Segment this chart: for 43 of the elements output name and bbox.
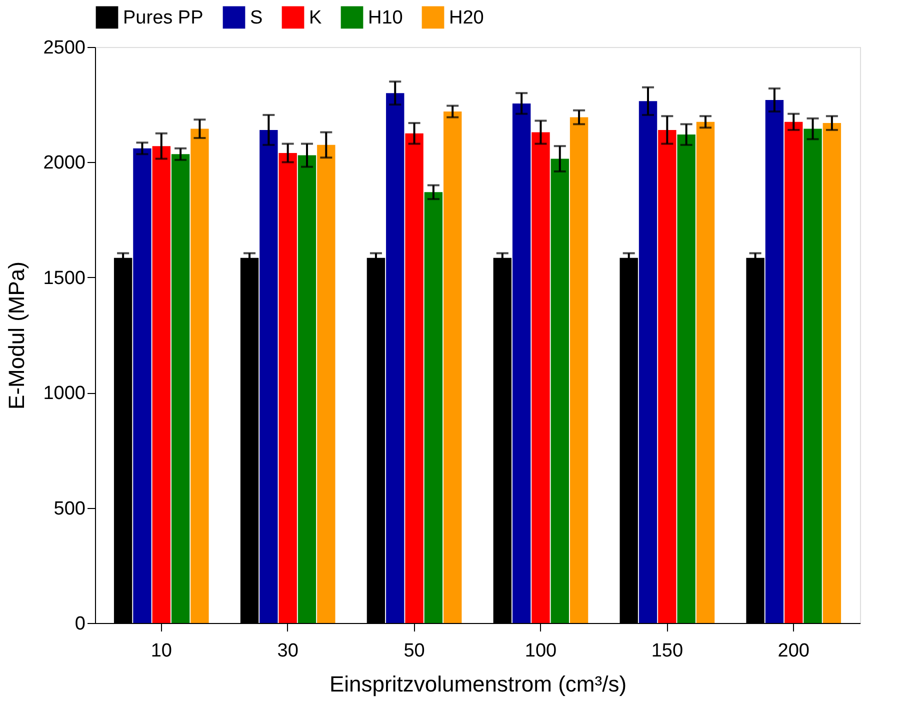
x-tick-label: 30 xyxy=(277,640,298,662)
x-tick-label: 200 xyxy=(778,640,810,662)
bar xyxy=(386,93,404,623)
bar xyxy=(677,134,696,623)
bar xyxy=(171,154,190,623)
bar xyxy=(532,132,550,623)
legend-label: H20 xyxy=(449,7,484,28)
bar xyxy=(260,130,278,623)
bar xyxy=(152,146,170,623)
bar xyxy=(804,128,822,623)
bar xyxy=(405,133,424,623)
y-axis-title: E-Modul (MPa) xyxy=(4,262,30,410)
bar xyxy=(765,100,784,623)
bar xyxy=(133,148,152,623)
x-tick-label: 100 xyxy=(524,640,557,662)
bar xyxy=(512,103,531,623)
bar xyxy=(443,112,462,623)
x-tick-label: 10 xyxy=(150,640,172,662)
bar xyxy=(317,144,336,623)
bar xyxy=(696,122,715,623)
bar xyxy=(550,158,569,623)
bar xyxy=(424,192,443,623)
y-tick-label: 1000 xyxy=(43,383,86,404)
legend-label: H10 xyxy=(368,7,403,28)
y-tick-label: 1500 xyxy=(43,268,86,289)
legend-label: S xyxy=(250,7,263,28)
bar xyxy=(822,123,842,623)
y-tick-label: 2500 xyxy=(43,38,86,58)
bar xyxy=(298,155,316,623)
x-tick-label: 150 xyxy=(651,640,684,662)
bar xyxy=(784,122,803,623)
y-tick-label: 2000 xyxy=(43,152,86,174)
bar xyxy=(658,130,676,623)
legend-label: K xyxy=(309,7,322,28)
x-tick-label: 50 xyxy=(404,640,425,662)
bar xyxy=(190,128,209,623)
legend-label: Pures PP xyxy=(123,7,204,28)
x-axis-title: Einspritzvolumenstrom (cm³/s) xyxy=(329,672,627,696)
bar xyxy=(638,101,658,623)
bar xyxy=(570,117,588,623)
y-tick-label: 0 xyxy=(74,614,86,634)
bar xyxy=(278,152,297,623)
y-tick-label: 500 xyxy=(54,498,86,520)
